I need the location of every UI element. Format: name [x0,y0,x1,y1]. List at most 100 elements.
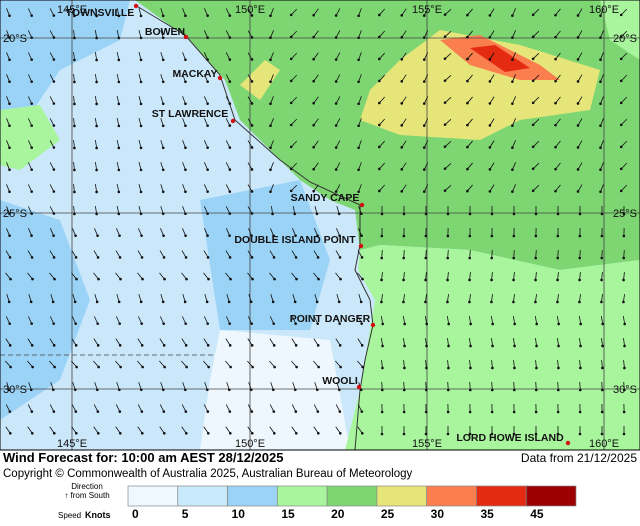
wind-arrow-head [185,432,188,435]
wind-arrow-head [53,432,56,435]
wind-arrow-head [511,124,514,127]
wind-arrow-head [466,80,469,83]
wind-arrow-head [31,410,34,413]
wind-arrow-head [317,278,320,281]
wind-arrow-head [402,279,405,282]
wind-arrow-head [290,36,293,39]
wind-arrow-head [8,234,11,237]
wind-arrow-head [339,278,342,281]
wind-arrow-head [423,58,426,61]
wind-arrow-head [491,235,494,238]
wind-arrow-head [269,36,272,39]
wind-arrow-head [360,388,363,391]
legend-tick: 5 [182,507,189,521]
wind-arrow-head [250,322,253,325]
wind-arrow-head [273,366,276,369]
wind-arrow-head [554,190,557,193]
wind-arrow-head [290,58,293,61]
wind-arrow-head [623,367,626,370]
wind-arrow-head [381,411,384,414]
wind-arrow-head [447,433,450,436]
wind-arrow-head [466,146,469,149]
wind-arrow-head [425,411,428,414]
wind-arrow-head [513,411,516,414]
wind-arrow-head [74,322,77,325]
wind-arrow-head [579,389,582,392]
wind-arrow-head [273,344,276,347]
wind-arrow-head [317,432,320,435]
wind-arrow-head [184,322,187,325]
wind-arrow-head [381,433,384,436]
wind-arrow-head [118,301,121,304]
wind-arrow-head [140,147,143,150]
wind-arrow-head [599,124,602,127]
wind-arrow-head [96,234,99,237]
wind-arrow-head [535,411,538,414]
wind-arrow-head [207,410,210,413]
wind-arrow-head [577,124,580,127]
wind-arrow-head [532,189,535,192]
place-marker [371,323,375,327]
wind-arrow-head [53,36,56,39]
wind-arrow-head [97,256,100,259]
wind-arrow-head [53,14,56,17]
legend-swatch [427,486,477,506]
wind-arrow-head [446,301,449,304]
wind-arrow-head [425,345,428,348]
wind-arrow-head [229,168,232,171]
wind-arrow-head [162,388,165,391]
wind-arrow-head [557,411,560,414]
wind-arrow-head [556,257,559,260]
wind-arrow-head [53,124,56,127]
wind-arrow-head [95,169,98,172]
wind-arrow-head [620,146,623,149]
wind-arrow-head [295,432,298,435]
units-label: Knots [85,510,111,520]
wind-arrow-head [601,411,604,414]
wind-arrow-head [295,278,298,281]
wind-arrow-head [557,213,560,216]
wind-arrow-head [184,234,187,237]
wind-arrow-head [466,14,469,17]
wind-arrow-head [251,432,254,435]
wind-arrow-head [361,410,364,413]
wind-arrow-head [423,168,426,171]
place-label: MACKAY [172,68,217,80]
wind-arrow-head [206,234,209,237]
wind-arrow-head [162,234,165,237]
legend-tick: 30 [431,507,445,521]
wind-arrow-head [251,366,254,369]
wind-arrow-head [620,80,623,83]
wind-arrow-head [622,279,625,282]
wind-arrow-head [466,168,469,171]
wind-arrow-head [271,213,274,216]
wind-arrow-head [207,278,210,281]
wind-arrow-head [489,58,492,61]
wind-arrow-head [312,146,315,149]
wind-arrow-head [162,59,165,62]
wind-arrow-head [339,410,342,413]
wind-arrow-head [446,279,449,282]
wind-arrow-head [228,388,231,391]
wind-arrow-head [8,322,11,325]
wind-arrow-head [185,366,188,369]
place-marker [359,244,363,248]
wind-arrow-head [599,58,602,61]
wind-arrow-head [118,103,121,106]
place-marker [566,441,570,445]
wind-arrow-head [378,168,381,171]
wind-arrow-head [466,190,469,193]
wind-arrow-head [444,189,447,192]
wind-arrow-head [491,213,494,216]
wind-arrow-head [118,147,121,150]
wind-arrow-head [140,37,143,40]
wind-arrow-head [141,410,144,413]
wind-arrow-head [579,235,582,238]
wind-arrow-head [403,433,406,436]
wind-arrow-head [229,102,232,105]
wind-arrow-head [97,278,100,281]
wind-arrow-head [512,279,515,282]
wind-arrow-head [118,169,121,172]
wind-arrow-head [9,432,12,435]
